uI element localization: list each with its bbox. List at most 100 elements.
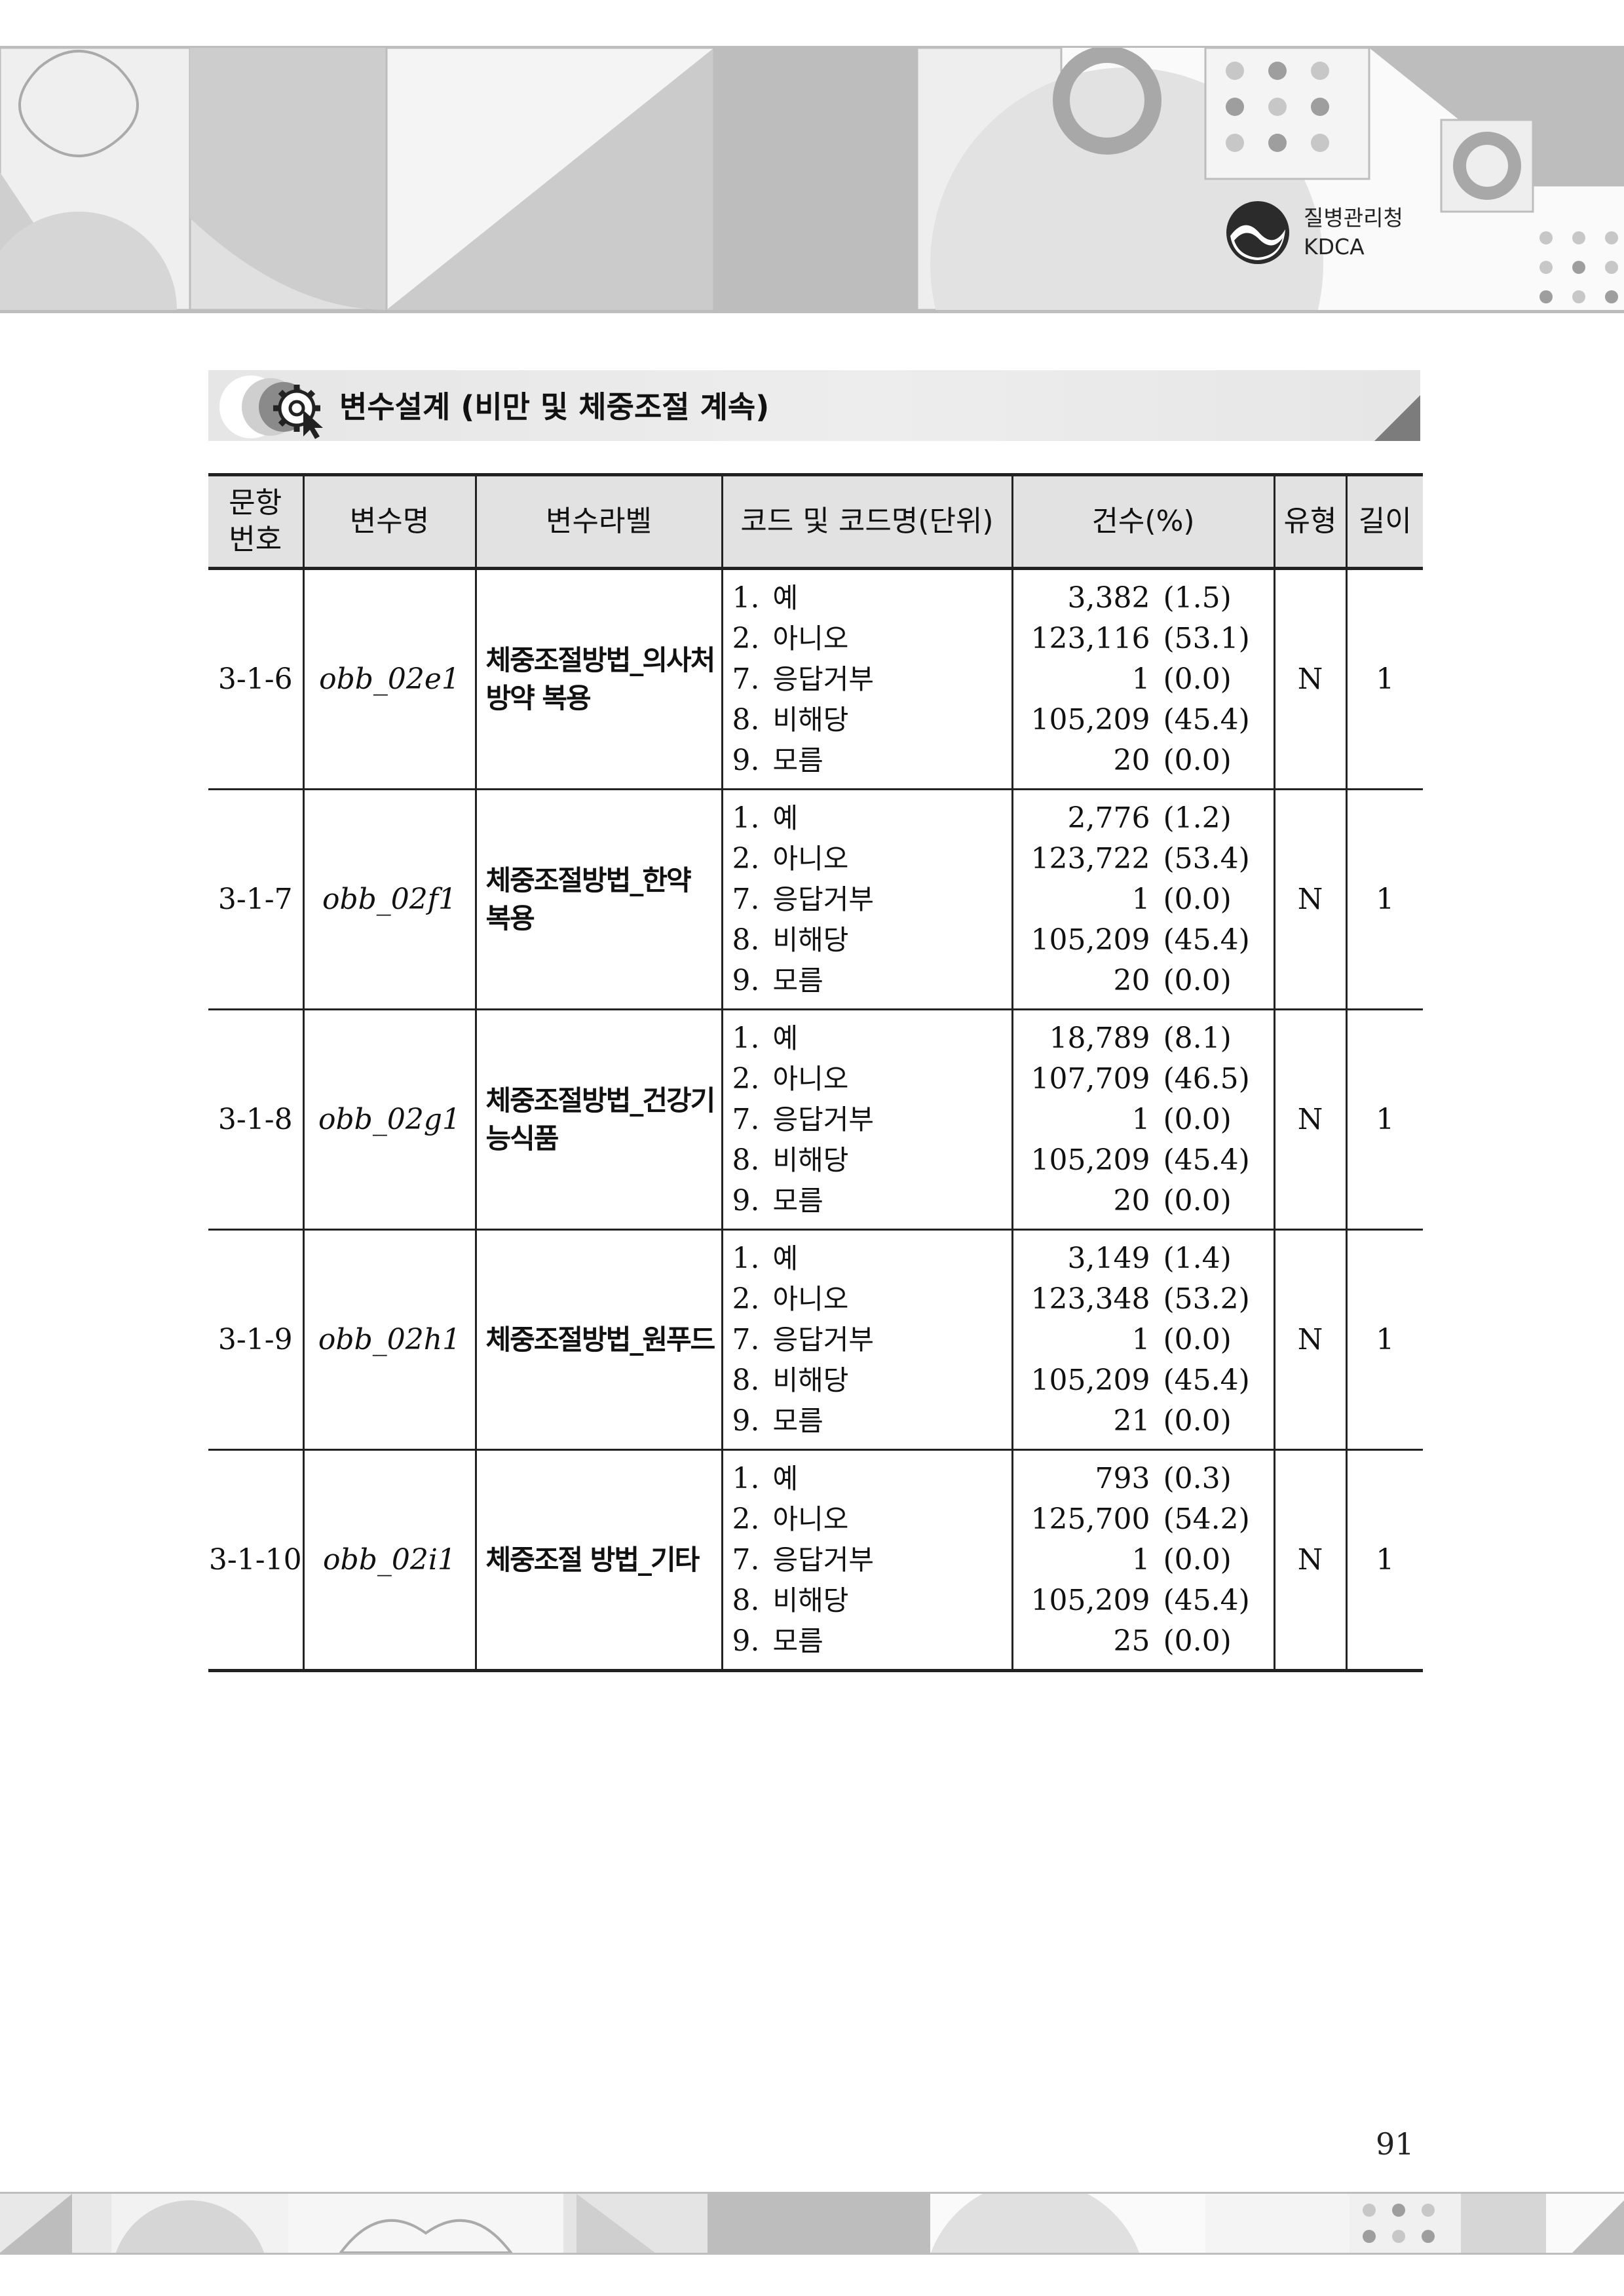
code-number: 2. xyxy=(732,621,760,655)
count-line: 3,382 (1.5) xyxy=(1013,578,1262,619)
count-percent: (46.5) xyxy=(1163,1062,1250,1096)
count-value: 25 xyxy=(1113,1624,1150,1658)
variable-name-cell: obb_02e1 xyxy=(302,568,477,790)
code-line: 8. 비해당 xyxy=(732,700,1011,740)
count-value: 2,776 xyxy=(1067,801,1150,835)
code-line: 9. 모름 xyxy=(732,1181,1011,1221)
code-line: 7. 응답거부 xyxy=(732,879,1011,920)
org-name-en: KDCA xyxy=(1304,234,1365,259)
variable-label-cell: 체중조절 방법_기타 xyxy=(474,1449,723,1672)
length-cell: 1 xyxy=(1345,789,1423,1010)
code-name: 모름 xyxy=(772,1624,823,1657)
count-percent: (0.3) xyxy=(1163,1461,1232,1495)
org-name-ko: 질병관리청 xyxy=(1304,205,1403,231)
count-line: 123,116 (53.1) xyxy=(1013,619,1262,659)
code-number: 9. xyxy=(732,1624,760,1658)
count-line: 1 (0.0) xyxy=(1013,659,1262,700)
code-number: 1. xyxy=(732,581,760,615)
header-length: 길이 xyxy=(1345,473,1423,570)
code-number: 2. xyxy=(732,841,760,875)
code-number: 2. xyxy=(732,1282,760,1316)
header-item-no-line: 문항 xyxy=(229,486,282,520)
table-row: 3-1-7 obb_02f1 체중조절방법_한약 복용 1. 예 2. 아니오 7. 응답거부 8.… xyxy=(208,789,1423,1010)
code-number: 1. xyxy=(732,1021,760,1055)
variable-label-cell: 체중조절방법_원푸드 xyxy=(474,1229,723,1451)
count-percent: (0.0) xyxy=(1163,1624,1232,1658)
count-line: 105,209 (45.4) xyxy=(1013,1360,1262,1401)
count-line: 18,789 (8.1) xyxy=(1013,1018,1262,1059)
code-number: 1. xyxy=(732,1461,760,1495)
header-codes: 코드 및 코드명(단위) xyxy=(721,473,1013,570)
code-name: 예 xyxy=(772,1022,799,1054)
codes-cell: 1. 예 2. 아니오 7. 응답거부 8. 비해당 9. 모름 xyxy=(721,1009,1013,1231)
count-value: 105,209 xyxy=(1030,923,1150,957)
code-number: 8. xyxy=(732,1363,760,1397)
codes-cell: 1. 예 2. 아니오 7. 응답거부 8. 비해당 9. 모름 xyxy=(721,1229,1013,1451)
code-line: 9. 모름 xyxy=(732,1621,1011,1662)
count-line: 1 (0.0) xyxy=(1013,879,1262,920)
count-line: 125,700 (54.2) xyxy=(1013,1499,1262,1540)
count-value: 123,116 xyxy=(1030,621,1150,655)
variable-name-cell: obb_02f1 xyxy=(302,789,477,1010)
table-body: 3-1-6 obb_02e1 체중조절방법_의사처 방약 복용 1. 예 2. 아니오 7. 응답… xyxy=(208,568,1423,1672)
code-number: 7. xyxy=(732,1542,760,1577)
code-number: 8. xyxy=(732,923,760,957)
variable-name-cell: obb_02i1 xyxy=(302,1449,477,1672)
count-line: 1 (0.0) xyxy=(1013,1100,1262,1140)
count-percent: (45.4) xyxy=(1163,1143,1250,1177)
code-number: 2. xyxy=(732,1062,760,1096)
count-percent: (53.4) xyxy=(1163,841,1250,875)
code-name: 응답거부 xyxy=(772,662,875,695)
code-name: 응답거부 xyxy=(772,883,875,915)
code-line: 1. 예 xyxy=(732,1459,1011,1499)
header-item-no: 문항 번호 xyxy=(208,473,305,570)
count-line: 123,348 (53.2) xyxy=(1013,1279,1262,1320)
count-percent: (54.2) xyxy=(1163,1502,1250,1536)
count-line: 20 (0.0) xyxy=(1013,740,1262,781)
length-cell: 1 xyxy=(1345,1009,1423,1231)
header-counts: 건수(%) xyxy=(1011,473,1275,570)
count-value: 20 xyxy=(1113,1183,1150,1217)
count-line: 123,722 (53.4) xyxy=(1013,839,1262,879)
count-line: 21 (0.0) xyxy=(1013,1401,1262,1442)
code-number: 8. xyxy=(732,1583,760,1617)
code-line: 7. 응답거부 xyxy=(732,1100,1011,1140)
count-value: 1 xyxy=(1131,1102,1150,1136)
variable-label-line: 체중조절방법_원푸드 xyxy=(485,1323,716,1356)
count-percent: (0.0) xyxy=(1163,1542,1232,1577)
code-name: 예 xyxy=(772,1462,799,1495)
code-name: 비해당 xyxy=(772,1364,849,1396)
code-line: 8. 비해당 xyxy=(732,1360,1011,1401)
count-percent: (45.4) xyxy=(1163,1583,1250,1617)
count-line: 793 (0.3) xyxy=(1013,1459,1262,1499)
count-line: 105,209 (45.4) xyxy=(1013,920,1262,961)
type-cell: N xyxy=(1273,1229,1348,1451)
item-number-cell: 3-1-9 xyxy=(208,1229,305,1451)
code-number: 9. xyxy=(732,963,760,997)
count-value: 793 xyxy=(1095,1461,1150,1495)
page-number: 91 xyxy=(1376,2126,1414,2162)
item-number-cell: 3-1-8 xyxy=(208,1009,305,1231)
variable-design-table: 문항 번호 변수명 변수라벨 코드 및 코드명(단위) 건수(%) 유형 길이 … xyxy=(208,473,1423,1672)
code-name: 비해당 xyxy=(772,1143,849,1176)
count-value: 1 xyxy=(1131,662,1150,696)
header-var-name: 변수명 xyxy=(302,473,477,570)
geometric-pattern-graphic xyxy=(0,48,1624,310)
count-percent: (53.2) xyxy=(1163,1282,1250,1316)
variable-name-cell: obb_02h1 xyxy=(302,1229,477,1451)
code-name: 비해당 xyxy=(772,703,849,736)
counts-cell: 2,776 (1.2) 123,722 (53.4) 1 (0.0) 105,209 (45.… xyxy=(1011,789,1275,1010)
code-line: 2. 아니오 xyxy=(732,1499,1011,1540)
counts-cell: 3,382 (1.5) 123,116 (53.1) 1 (0.0) 105,209 (45.… xyxy=(1011,568,1275,790)
code-line: 8. 비해당 xyxy=(732,1580,1011,1621)
header-type: 유형 xyxy=(1273,473,1348,570)
code-line: 8. 비해당 xyxy=(732,1140,1011,1181)
counts-cell: 18,789 (8.1) 107,709 (46.5) 1 (0.0) 105,209 (45… xyxy=(1011,1009,1275,1231)
code-name: 아니오 xyxy=(772,842,849,875)
code-line: 1. 예 xyxy=(732,1018,1011,1059)
code-name: 예 xyxy=(772,581,799,614)
count-value: 105,209 xyxy=(1030,1363,1150,1397)
count-line: 3,149 (1.4) xyxy=(1013,1238,1262,1279)
count-value: 3,382 xyxy=(1067,581,1150,615)
length-cell: 1 xyxy=(1345,1449,1423,1672)
